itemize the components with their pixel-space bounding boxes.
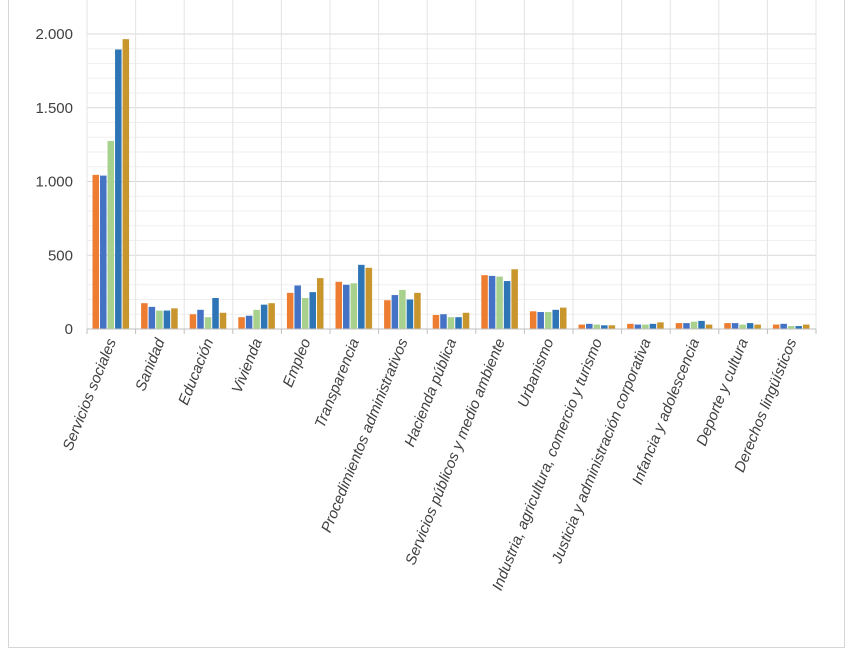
bar <box>496 276 503 329</box>
bar <box>245 315 253 329</box>
bar <box>115 49 122 330</box>
bar <box>731 323 739 329</box>
category-label: Servicios públicos y medio ambiente <box>402 336 509 567</box>
bar <box>503 281 511 329</box>
y-tick-label: 2.000 <box>35 26 73 43</box>
bar <box>414 292 421 329</box>
bar <box>384 300 391 329</box>
bar <box>238 317 245 329</box>
bar <box>754 324 761 329</box>
chart-area: 0 500 1.000 1.500 2.000 Servicios sociales San… <box>8 0 845 648</box>
bar <box>212 298 219 329</box>
bar <box>100 175 107 329</box>
bar <box>197 309 204 329</box>
bar <box>399 289 406 329</box>
bar <box>529 311 537 329</box>
bar <box>683 323 690 329</box>
bar <box>649 323 657 329</box>
bar <box>705 324 713 329</box>
bar <box>739 324 746 329</box>
bar <box>787 326 795 329</box>
category-label: Hacienda pública <box>401 336 460 449</box>
bar <box>204 317 212 329</box>
category-label: Servicios sociales <box>60 336 121 453</box>
category-label: Educación <box>175 336 217 407</box>
bar <box>780 323 787 329</box>
bar-chart: 0 500 1.000 1.500 2.000 Servicios sociales San… <box>35 0 817 593</box>
bar <box>343 284 350 329</box>
bar <box>440 314 447 329</box>
category-label: Vivienda <box>229 336 266 395</box>
bar <box>391 295 399 329</box>
bar <box>432 314 440 329</box>
bar <box>586 323 593 329</box>
bar <box>802 324 810 329</box>
category-label: Urbanismo <box>514 336 557 410</box>
bar <box>578 324 586 329</box>
bar <box>462 312 470 329</box>
bar <box>642 324 649 329</box>
bar <box>92 174 100 329</box>
bar <box>122 39 130 329</box>
bar <box>253 309 260 329</box>
bar <box>406 299 414 329</box>
bar <box>544 312 552 329</box>
bar <box>286 292 294 329</box>
bar <box>511 269 518 329</box>
bar <box>219 312 227 329</box>
category-label: Deporte y cultura <box>693 336 752 448</box>
y-tick-label: 500 <box>48 247 73 264</box>
y-tick-label: 1.500 <box>35 100 73 117</box>
bar <box>268 303 275 329</box>
bar <box>552 309 559 329</box>
y-tick-label: 0 <box>65 321 73 338</box>
bar <box>537 312 544 329</box>
bar <box>350 283 358 329</box>
bar <box>601 325 608 329</box>
category-label: Justicia y administración corporativa <box>548 336 654 567</box>
bar <box>608 325 616 329</box>
bar <box>260 304 268 329</box>
bar <box>107 140 115 329</box>
y-tick-label: 1.000 <box>35 174 73 191</box>
bar <box>634 324 642 329</box>
bar <box>690 321 698 330</box>
bar <box>627 323 634 329</box>
bar <box>772 324 780 329</box>
bar <box>481 275 488 329</box>
bar <box>746 323 754 329</box>
bar <box>171 308 178 329</box>
bar <box>488 275 496 329</box>
bar <box>148 306 156 330</box>
bar <box>724 323 731 329</box>
category-label: Procedimientos administrativos <box>318 336 412 535</box>
bar <box>358 264 365 329</box>
bar <box>294 285 301 329</box>
bar <box>795 326 802 329</box>
bar <box>316 278 324 329</box>
bar <box>335 281 343 329</box>
bar <box>309 292 316 330</box>
bar <box>657 322 664 329</box>
bar <box>698 320 705 329</box>
category-label: Sanidad <box>132 336 169 394</box>
bar <box>593 324 601 329</box>
bar <box>141 303 148 329</box>
bar <box>455 317 462 329</box>
bar <box>189 314 197 329</box>
bar <box>163 310 171 329</box>
category-label: Transparencia <box>312 336 363 430</box>
bar <box>447 317 455 329</box>
bar <box>559 307 567 329</box>
bar <box>365 267 373 329</box>
bar <box>301 298 309 329</box>
bar <box>156 310 163 329</box>
bar <box>675 323 683 329</box>
category-label: Empleo <box>280 336 315 390</box>
